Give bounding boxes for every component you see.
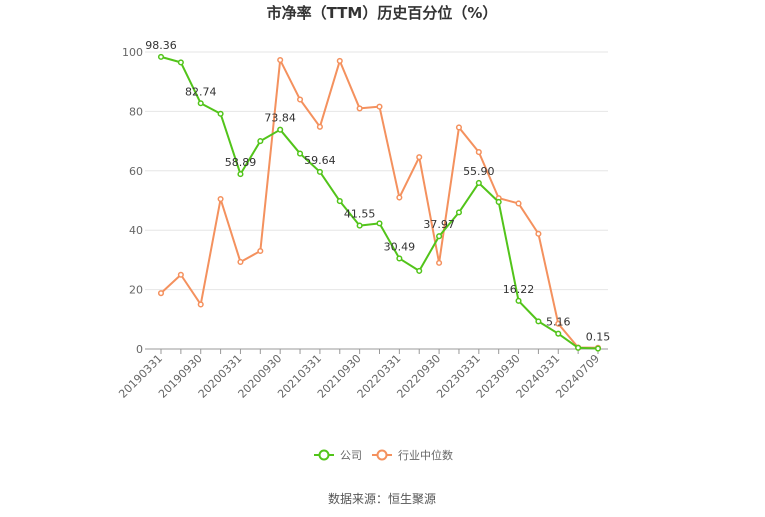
data-point[interactable] <box>237 171 244 178</box>
data-point[interactable] <box>436 259 443 266</box>
legend-marker-industry-median <box>376 449 388 461</box>
data-point[interactable] <box>396 255 403 262</box>
x-axis: 2019033120190930202003312020093020210331… <box>116 349 602 401</box>
x-tick-label: 20240709 <box>553 352 602 401</box>
data-label: 16.22 <box>503 283 535 296</box>
chart-title: 市净率（TTM）历史百分位（%） <box>267 4 498 22</box>
data-point[interactable] <box>515 200 522 207</box>
data-point[interactable] <box>197 100 204 107</box>
y-tick-label: 0 <box>136 343 143 356</box>
data-point[interactable] <box>336 57 343 64</box>
data-label: 41.55 <box>344 208 376 221</box>
data-label: 59.64 <box>304 154 336 167</box>
data-point[interactable] <box>396 194 403 201</box>
series-line-1 <box>160 59 599 349</box>
data-point[interactable] <box>455 124 463 131</box>
data-point[interactable] <box>316 168 323 175</box>
legend-item-company[interactable]: 公司 <box>314 449 362 462</box>
data-point[interactable] <box>356 105 363 112</box>
data-point[interactable] <box>296 96 304 103</box>
data-point[interactable] <box>376 103 383 110</box>
data-label: 58.89 <box>225 156 257 169</box>
data-point[interactable] <box>217 195 224 203</box>
series-layer <box>157 53 602 352</box>
data-point[interactable] <box>217 110 224 117</box>
data-point[interactable] <box>336 198 343 205</box>
data-point[interactable] <box>177 271 184 278</box>
data-point[interactable] <box>237 258 244 266</box>
y-axis: 0 20 40 60 80 100 <box>122 46 143 356</box>
data-label: 5.16 <box>546 316 571 329</box>
data-point[interactable] <box>475 149 482 156</box>
data-point[interactable] <box>436 233 443 240</box>
series-line-0 <box>160 55 599 350</box>
legend-label-industry-median: 行业中位数 <box>398 448 453 462</box>
y-tick-label: 40 <box>129 224 143 237</box>
data-point[interactable] <box>535 318 542 325</box>
data-point[interactable] <box>257 247 264 255</box>
y-tick-label: 100 <box>122 46 143 59</box>
data-point[interactable] <box>455 209 463 216</box>
data-point[interactable] <box>277 56 284 64</box>
data-point[interactable] <box>376 220 383 227</box>
y-tick-label: 80 <box>129 105 143 118</box>
data-label: 73.84 <box>264 112 296 125</box>
data-point[interactable] <box>197 301 204 308</box>
data-point[interactable] <box>157 53 165 60</box>
data-point[interactable] <box>416 154 423 161</box>
data-point[interactable] <box>177 59 184 66</box>
data-point[interactable] <box>475 179 482 187</box>
data-point[interactable] <box>296 150 304 157</box>
data-point[interactable] <box>316 123 323 130</box>
data-label: 55.90 <box>463 165 495 178</box>
data-label: 98.36 <box>145 39 177 52</box>
data-label: 37.97 <box>423 218 455 231</box>
data-point[interactable] <box>356 222 363 229</box>
data-labels: 98.36 82.74 58.89 73.84 59.64 41.55 30.49 37.97… <box>145 39 610 344</box>
data-point[interactable] <box>575 344 582 351</box>
legend[interactable]: 公司 行业中位数 <box>314 448 453 462</box>
data-point[interactable] <box>416 267 423 274</box>
data-point[interactable] <box>257 138 264 145</box>
y-tick-label: 60 <box>129 165 143 178</box>
data-point[interactable] <box>535 230 542 237</box>
y-tick-label: 20 <box>129 284 143 297</box>
source-text: 数据来源：恒生聚源 <box>328 491 436 506</box>
data-point[interactable] <box>157 290 165 297</box>
data-point[interactable] <box>555 320 562 327</box>
legend-marker-company <box>318 449 330 461</box>
data-point[interactable] <box>495 198 502 206</box>
data-point[interactable] <box>515 297 522 304</box>
data-point[interactable] <box>594 345 602 352</box>
data-label: 82.74 <box>185 85 217 98</box>
legend-label-company: 公司 <box>340 449 362 462</box>
data-label: 0.15 <box>586 331 611 344</box>
data-label: 30.49 <box>384 240 416 253</box>
data-point[interactable] <box>555 330 562 337</box>
data-point[interactable] <box>277 126 284 133</box>
legend-item-industry-median[interactable]: 行业中位数 <box>372 448 453 462</box>
